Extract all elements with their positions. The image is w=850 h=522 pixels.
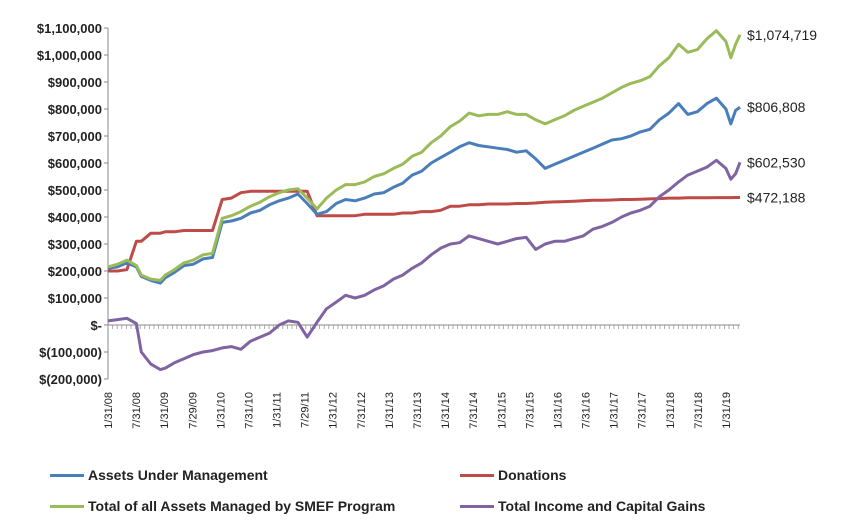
x-tick-label: 7/29/09: [187, 392, 199, 429]
end-labels: $1,074,719 $806,808 $602,530 $472,188: [747, 27, 817, 206]
x-tick-label: 1/31/14: [440, 392, 452, 429]
y-tick-label: $800,000: [48, 102, 102, 117]
y-tick-label: $1,000,000: [37, 48, 102, 63]
legend-item-donations: Donations: [460, 467, 566, 483]
end-value-label: $806,808: [747, 99, 806, 115]
y-tick-label: $200,000: [48, 264, 102, 279]
y-tick-label: $100,000: [48, 291, 102, 306]
legend-item-aum: Assets Under Management: [50, 467, 268, 483]
x-tick-label: 7/31/17: [637, 392, 649, 429]
y-tick-label: $900,000: [48, 75, 102, 90]
series-line-1: [108, 189, 740, 273]
legend-swatch-donations: [460, 473, 494, 477]
legend-item-income: Total Income and Capital Gains: [460, 498, 705, 514]
legend-swatch-aum: [50, 473, 84, 477]
series-line-2: [107, 29, 742, 282]
x-tick-label: 1/31/12: [328, 392, 340, 429]
y-tick-label: $1,100,000: [37, 21, 102, 36]
x-tick-label: 1/31/09: [159, 392, 171, 429]
x-tick-label: 1/31/08: [103, 392, 115, 429]
x-tick-label: 7/31/18: [693, 392, 705, 429]
x-tick-label: 1/31/15: [496, 392, 508, 429]
y-tick-label: $(100,000): [39, 345, 102, 360]
end-value-label: $602,530: [747, 154, 806, 170]
x-tick-label: 1/31/19: [721, 392, 733, 429]
x-tick-label: 7/31/12: [356, 392, 368, 429]
x-tick-label: 1/31/11: [272, 392, 284, 428]
y-tick-label: $400,000: [48, 210, 102, 225]
legend-label-total-assets: Total of all Assets Managed by SMEF Prog…: [88, 498, 396, 514]
x-tick-label: 1/31/13: [384, 392, 396, 429]
x-tick-label: 7/31/15: [524, 392, 536, 429]
y-tick-label: $700,000: [48, 129, 102, 144]
x-tick-label: 1/31/16: [552, 392, 564, 429]
y-tick-label: $600,000: [48, 156, 102, 171]
legend-label-donations: Donations: [498, 467, 567, 483]
end-value-label: $1,074,719: [747, 27, 817, 43]
legend-swatch-total-assets: [50, 504, 84, 508]
series-line-3: [107, 158, 742, 372]
x-tick-label: 7/31/16: [581, 392, 593, 429]
y-tick-label: $(200,000): [39, 372, 102, 387]
series-line-0: [107, 96, 741, 285]
x-tick-label: 7/31/13: [412, 392, 424, 429]
x-tick-label: 7/31/08: [131, 392, 143, 429]
legend-item-total-assets: Total of all Assets Managed by SMEF Prog…: [50, 498, 395, 514]
x-tick-label: 7/31/14: [468, 392, 480, 429]
legend-swatch-income: [460, 504, 494, 508]
legend-label-aum: Assets Under Management: [88, 467, 268, 483]
y-tick-label: $500,000: [48, 183, 102, 198]
y-tick-label: $-: [90, 318, 102, 333]
x-axis: 1/31/08 7/31/08 1/31/09 7/29/09 1/31/10 7/31/…: [103, 324, 740, 429]
y-axis: $1,100,000 $1,000,000 $900,000 $800,000 $700…: [37, 21, 109, 387]
end-value-label: $472,188: [747, 190, 806, 206]
x-tick-label: 7/29/11: [300, 392, 312, 428]
plot-area: [107, 29, 742, 372]
y-tick-label: $300,000: [48, 237, 102, 252]
x-tick-label: 7/31/10: [243, 392, 255, 429]
legend-label-income: Total Income and Capital Gains: [498, 498, 706, 514]
x-tick-label: 1/31/17: [609, 392, 621, 429]
x-tick-label: 1/31/18: [665, 392, 677, 429]
x-tick-label: 1/31/10: [215, 392, 227, 429]
